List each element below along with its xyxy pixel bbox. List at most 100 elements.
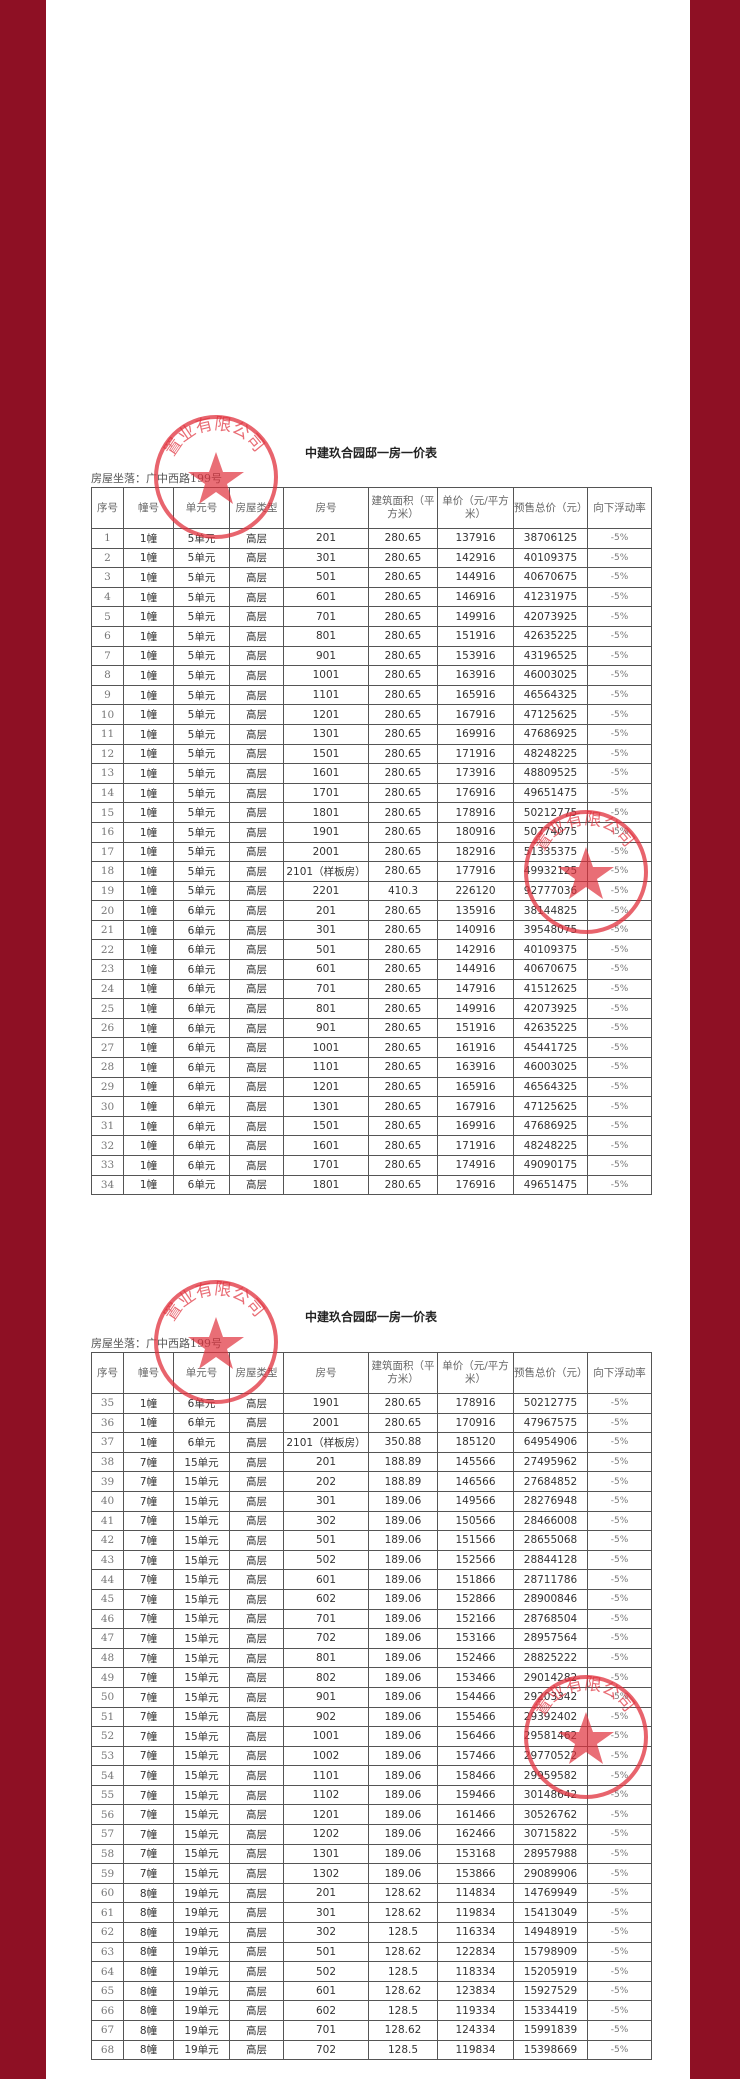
cell-unit: 19单元 (173, 1882, 230, 1904)
cell-unit: 15单元 (173, 1667, 230, 1688)
cell-type: 高层 (229, 1706, 284, 1728)
header-rate: 向下浮动率 (587, 487, 652, 529)
cell-unit: 15单元 (173, 1530, 230, 1551)
cell-total-price: 29203342 (513, 1686, 588, 1708)
cell-building: 1幢 (123, 547, 174, 569)
cell-area: 280.65 (368, 528, 438, 549)
cell-unit-price: 114834 (437, 1882, 514, 1904)
cell-unit: 19单元 (173, 1961, 230, 1982)
cell-unit-price: 159466 (437, 1784, 514, 1806)
cell-total-price: 92777036 (513, 880, 588, 902)
table-row: 28 1幢 6单元 高层 1101 280.65 163916 46003025 -5% (91, 1057, 652, 1078)
cell-type: 高层 (229, 1784, 284, 1806)
table-row: 60 8幢 19单元 高层 201 128.62 114834 14769949 -5% (91, 1882, 652, 1904)
cell-unit: 15单元 (173, 1510, 230, 1532)
cell-unit: 15单元 (173, 1451, 230, 1473)
cell-total-price: 29392402 (513, 1706, 588, 1728)
cell-area: 280.65 (368, 939, 438, 961)
cell-rate: -5% (587, 861, 652, 882)
cell-area: 189.06 (368, 1745, 438, 1767)
cell-seq: 25 (91, 998, 124, 1019)
table-row: 46 7幢 15单元 高层 701 189.06 152166 28768504 -5% (91, 1608, 652, 1630)
cell-building: 8幢 (123, 1980, 174, 2002)
cell-unit: 5单元 (173, 586, 230, 608)
cell-building: 7幢 (123, 1451, 174, 1473)
cell-room: 201 (283, 528, 369, 549)
cell-type: 高层 (229, 1922, 284, 1943)
cell-seq: 60 (91, 1882, 124, 1904)
cell-area: 189.06 (368, 1628, 438, 1649)
cell-area: 280.65 (368, 763, 438, 784)
cell-type: 高层 (229, 1135, 284, 1156)
table-row: 4 1幢 5单元 高层 601 280.65 146916 41231975 -5% (91, 586, 652, 608)
cell-unit-price: 137916 (437, 528, 514, 549)
cell-building: 7幢 (123, 1667, 174, 1688)
cell-unit-price: 169916 (437, 723, 514, 745)
cell-area: 280.65 (368, 606, 438, 627)
cell-total-price: 50212775 (513, 802, 588, 823)
cell-unit-price: 154466 (437, 1686, 514, 1708)
cell-seq: 46 (91, 1608, 124, 1630)
cell-seq: 39 (91, 1471, 124, 1492)
cell-unit: 15单元 (173, 1569, 230, 1590)
cell-unit: 5单元 (173, 567, 230, 588)
cell-unit: 15单元 (173, 1745, 230, 1767)
header-type: 房屋类型 (229, 487, 284, 529)
cell-room: 301 (283, 1490, 369, 1512)
header-unit: 单元号 (173, 487, 230, 529)
table-row: 56 7幢 15单元 高层 1201 189.06 161466 30526762 -5% (91, 1804, 652, 1826)
cell-building: 1幢 (123, 1037, 174, 1059)
cell-unit: 5单元 (173, 528, 230, 549)
cell-rate: -5% (587, 1628, 652, 1649)
cell-rate: -5% (587, 1961, 652, 1982)
cell-unit: 5单元 (173, 665, 230, 686)
cell-unit: 5单元 (173, 861, 230, 882)
cell-rate: -5% (587, 1569, 652, 1590)
table-row: 24 1幢 6单元 高层 701 280.65 147916 41512625 -5% (91, 978, 652, 1000)
cell-seq: 15 (91, 802, 124, 823)
cell-area: 280.65 (368, 1096, 438, 1117)
table-row: 33 1幢 6单元 高层 1701 280.65 174916 49090175 -5% (91, 1155, 652, 1176)
cell-rate: -5% (587, 1096, 652, 1117)
cell-rate: -5% (587, 586, 652, 608)
cell-type: 高层 (229, 704, 284, 725)
cell-unit: 6单元 (173, 998, 230, 1019)
cell-unit: 15单元 (173, 1804, 230, 1826)
cell-unit: 5单元 (173, 763, 230, 784)
cell-rate: -5% (587, 1155, 652, 1176)
cell-seq: 1 (91, 528, 124, 549)
cell-unit: 6单元 (173, 1076, 230, 1098)
cell-type: 高层 (229, 959, 284, 980)
table-row: 36 1幢 6单元 高层 2001 280.65 170916 47967575 -5% (91, 1412, 652, 1434)
cell-room: 1001 (283, 1037, 369, 1059)
cell-unit-price: 119834 (437, 1902, 514, 1924)
cell-rate: -5% (587, 1667, 652, 1688)
cell-rate: -5% (587, 2039, 652, 2061)
cell-total-price: 46003025 (513, 1057, 588, 1078)
cell-rate: -5% (587, 528, 652, 549)
cell-unit: 6单元 (173, 1432, 230, 1453)
cell-room: 601 (283, 586, 369, 608)
cell-type: 高层 (229, 1882, 284, 1904)
cell-seq: 53 (91, 1745, 124, 1767)
cell-room: 1901 (283, 821, 369, 843)
cell-building: 1幢 (123, 1115, 174, 1137)
cell-total-price: 47125625 (513, 704, 588, 725)
table-row: 34 1幢 6单元 高层 1801 280.65 176916 49651475 -5% (91, 1174, 652, 1196)
cell-building: 7幢 (123, 1608, 174, 1630)
table-row: 55 7幢 15单元 高层 1102 189.06 159466 30148642 -5% (91, 1784, 652, 1806)
cell-rate: -5% (587, 1980, 652, 2002)
cell-unit: 6单元 (173, 978, 230, 1000)
cell-type: 高层 (229, 900, 284, 921)
cell-total-price: 47967575 (513, 1412, 588, 1434)
header-unit-price: 单价（元/平方米） (437, 1352, 514, 1394)
cell-rate: -5% (587, 880, 652, 902)
cell-area: 280.65 (368, 900, 438, 921)
cell-unit-price: 167916 (437, 704, 514, 725)
cell-building: 1幢 (123, 782, 174, 804)
cell-building: 1幢 (123, 939, 174, 961)
cell-room: 701 (283, 1608, 369, 1630)
cell-building: 1幢 (123, 802, 174, 823)
cell-room: 902 (283, 1706, 369, 1728)
cell-total-price: 29089906 (513, 1863, 588, 1884)
